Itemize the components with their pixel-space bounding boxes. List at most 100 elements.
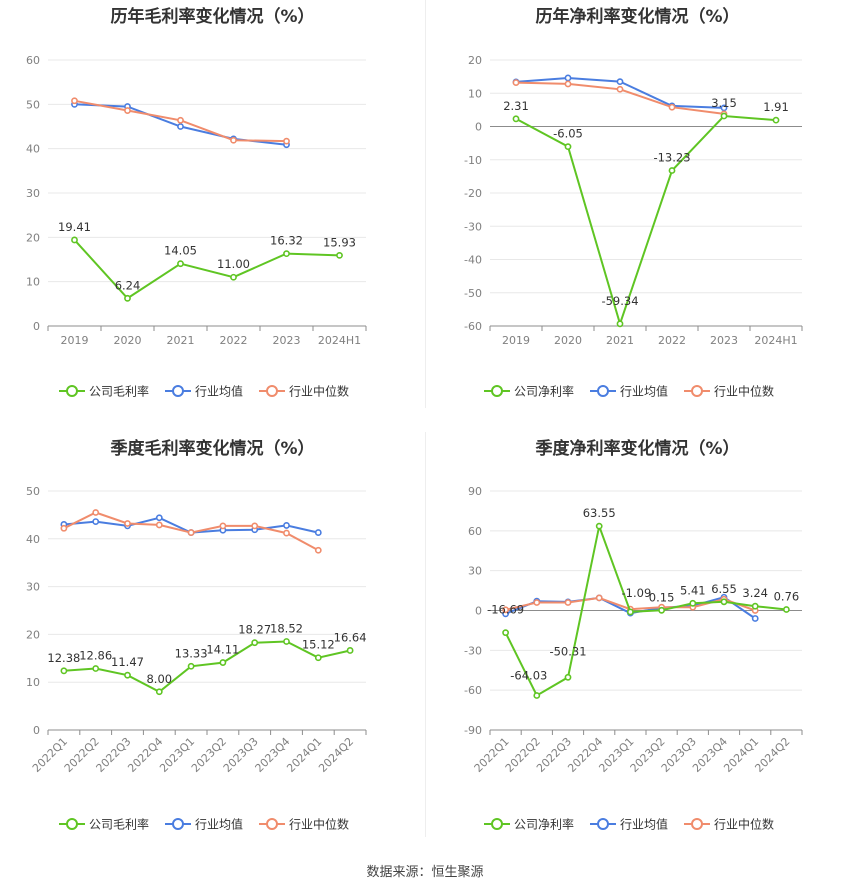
data-point-company — [668, 167, 676, 174]
data-point-median — [502, 606, 509, 614]
y-tick-label: 20 — [26, 628, 40, 641]
data-label: 1.91 — [763, 100, 789, 114]
data-point-company — [564, 143, 572, 151]
data-label: 16.32 — [270, 234, 303, 248]
data-label: 12.38 — [47, 651, 80, 665]
data-point-avg — [314, 529, 322, 536]
legend-circle-icon — [266, 818, 278, 830]
data-point-median — [177, 116, 184, 124]
y-tick-label: 50 — [26, 485, 40, 498]
legend-circle-icon — [597, 385, 609, 397]
legend-label: 公司毛利率 — [89, 817, 149, 832]
y-tick-label: 90 — [468, 485, 482, 498]
data-point-median — [251, 522, 259, 530]
data-point-median — [533, 599, 541, 606]
y-tick-label: 30 — [26, 581, 40, 594]
data-point-median — [187, 529, 195, 536]
data-point-avg — [283, 522, 290, 529]
data-point-median — [283, 137, 290, 145]
data-label: -6.05 — [553, 127, 583, 141]
data-point-company — [689, 599, 697, 607]
chart-panel-annual-net: 历年净利率变化情况（%） -60 -50 -40 -30 -20 -10 0 10 20 2019… — [425, 0, 850, 430]
data-point-median — [595, 594, 603, 602]
data-label: 16.64 — [334, 630, 367, 644]
y-tick-label: -50 — [464, 287, 482, 300]
y-tick-label: -40 — [464, 254, 482, 267]
data-point-median — [124, 107, 131, 114]
data-label: 3.15 — [711, 96, 737, 110]
legend-circle-icon — [172, 818, 184, 830]
x-tick-label: 2023 — [273, 334, 301, 347]
data-point-company — [124, 294, 131, 302]
data-point-avg — [155, 514, 163, 522]
data-point-median — [219, 522, 227, 530]
series-line-company — [63, 640, 351, 693]
quarterly-gross-chart: 010203040502022Q12022Q22022Q32022Q42023Q… — [26, 485, 367, 832]
data-label: 6.55 — [711, 582, 737, 596]
annual-net-chart: -60 -50 -40 -30 -20 -10 0 10 20 2019 2020 2021 2022 2… — [464, 54, 803, 399]
data-label: 14.11 — [206, 643, 239, 657]
x-tick-label: 2020 — [114, 334, 142, 347]
legend-circle-icon — [266, 385, 278, 397]
legend-circle-icon — [66, 385, 78, 397]
data-label: 0.15 — [649, 590, 675, 604]
x-tick-label: 2024H1 — [754, 334, 797, 347]
data-point-median — [155, 521, 163, 529]
chart-title: 历年净利率变化情况（%） — [535, 7, 740, 27]
data-label: 0.76 — [774, 589, 800, 603]
data-point-company — [92, 665, 100, 672]
data-point-median — [616, 85, 624, 93]
data-point-avg — [92, 518, 100, 525]
data-point-company — [512, 115, 520, 123]
data-point-company — [71, 236, 78, 244]
data-point-company — [187, 662, 195, 670]
data-label: 13.33 — [175, 646, 208, 660]
data-point-company — [616, 320, 624, 328]
data-label: 6.24 — [115, 278, 141, 292]
chart-title: 季度净利率变化情况（%） — [535, 439, 740, 459]
source-note: 数据来源：恒生聚源 — [366, 865, 484, 880]
data-label: 63.55 — [583, 506, 616, 520]
legend-circle-icon — [172, 385, 184, 397]
legend-label: 公司净利率 — [514, 817, 574, 832]
data-point-company — [177, 260, 184, 268]
data-point-company — [564, 673, 572, 681]
x-tick-label: 2024H1 — [318, 334, 361, 347]
data-label: -1.09 — [622, 586, 652, 600]
data-point-company — [626, 608, 634, 616]
data-label: 5.41 — [680, 583, 706, 597]
data-point-median — [92, 509, 100, 516]
x-tick-label: 2022 — [220, 334, 248, 347]
data-label: 18.27 — [238, 623, 271, 637]
data-point-company — [533, 692, 541, 699]
data-point-company — [772, 116, 780, 124]
legend-circle-icon — [491, 818, 503, 830]
legend-label: 行业中位数 — [714, 384, 774, 399]
chart-panel-quarterly-net: 季度净利率变化情况（%） -90 -60 -30 0 30 60 90 2022Q1 2022Q… — [425, 432, 850, 862]
y-tick-label: 40 — [26, 533, 40, 546]
data-point-median — [564, 599, 572, 606]
data-point-avg — [616, 78, 624, 86]
y-tick-label: 20 — [468, 54, 482, 67]
data-point-company — [155, 688, 163, 696]
legend-label: 行业均值 — [195, 384, 243, 399]
series-line-company — [73, 239, 340, 300]
legend-circle-icon — [691, 818, 703, 830]
data-label: 3.24 — [742, 586, 768, 600]
x-tick-label: 2021 — [167, 334, 195, 347]
y-tick-label: 50 — [26, 98, 40, 111]
data-label: -13.23 — [653, 150, 690, 164]
series-line-company — [515, 114, 777, 328]
data-point-median — [230, 136, 237, 144]
legend-label: 行业中位数 — [714, 817, 774, 832]
legend-label: 公司净利率 — [514, 384, 574, 399]
legend-circle-icon — [66, 818, 78, 830]
legend-label: 行业均值 — [195, 817, 243, 832]
legend-label: 行业均值 — [620, 817, 668, 832]
y-tick-label: 10 — [26, 676, 40, 689]
x-tick-label: 2019 — [61, 334, 89, 347]
y-tick-label: 0 — [475, 605, 482, 618]
data-point-avg — [751, 615, 759, 622]
y-tick-label: 60 — [468, 525, 482, 538]
data-label: 12.86 — [79, 649, 112, 663]
